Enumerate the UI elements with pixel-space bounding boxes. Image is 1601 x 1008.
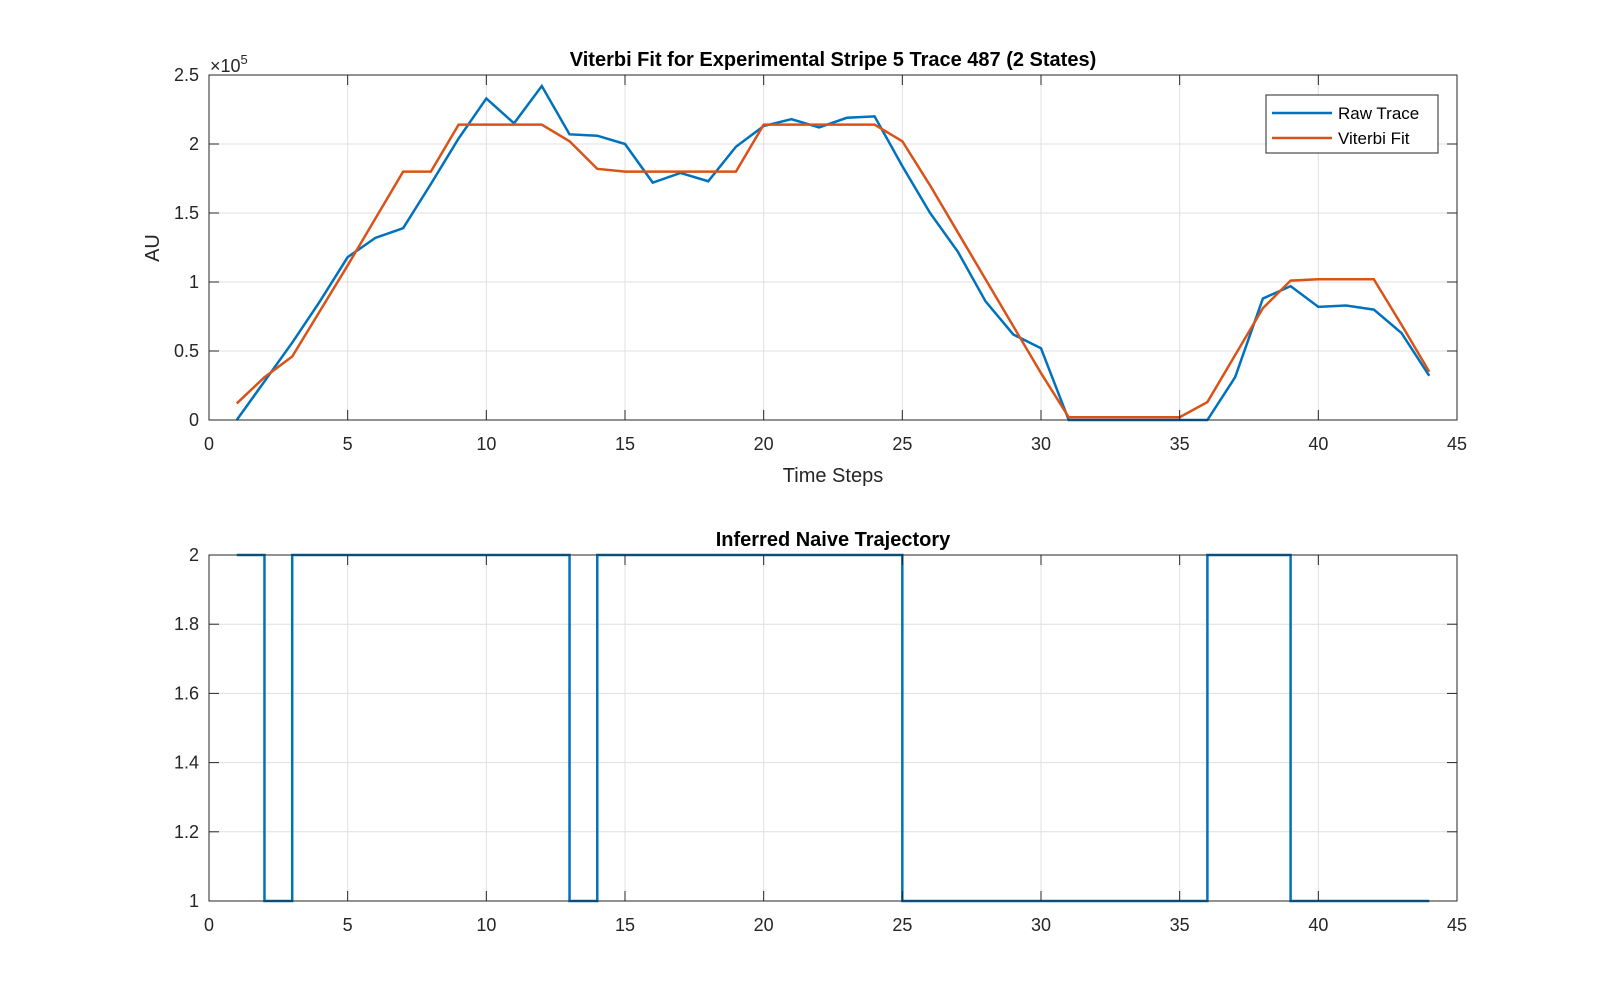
x-tick-label: 45 (1447, 434, 1467, 454)
x-tick-label: 20 (754, 434, 774, 454)
y-tick-label: 1.4 (174, 753, 199, 773)
y-tick-label: 2.5 (174, 65, 199, 85)
x-tick-label: 40 (1308, 915, 1328, 935)
y-tick-label: 1.8 (174, 614, 199, 634)
series-line-raw-trace (235, 83, 1431, 422)
y-exponent-label: ×105 (210, 52, 248, 76)
y-tick-label: 1 (189, 272, 199, 292)
x-tick-label: 40 (1308, 434, 1328, 454)
tick-marks (208, 74, 1458, 421)
x-tick-label: 10 (476, 434, 496, 454)
x-tick-label: 35 (1170, 434, 1190, 454)
y-tick-labels: 0 0.5 1 1.5 2 2.5 (174, 65, 199, 430)
x-tick-label: 0 (204, 434, 214, 454)
y-tick-label: 0.5 (174, 341, 199, 361)
legend: Raw Trace Viterbi Fit (1265, 94, 1439, 154)
legend-box (1265, 94, 1439, 154)
x-axis-label: Time Steps (783, 465, 883, 487)
chart-title: Viterbi Fit for Experimental Stripe 5 Tr… (570, 49, 1097, 71)
axes-box (208, 74, 1458, 421)
x-tick-label: 0 (204, 915, 214, 935)
y-tick-labels: 1 1.2 1.4 1.6 1.8 2 (174, 545, 199, 911)
y-tick-label: 1 (189, 891, 199, 911)
plot-area (209, 555, 1457, 901)
y-axis-label: AU (142, 234, 164, 262)
x-tick-label: 30 (1031, 434, 1051, 454)
y-tick-label: 1.2 (174, 822, 199, 842)
x-tick-label: 15 (615, 434, 635, 454)
x-tick-label: 5 (343, 434, 353, 454)
x-tick-labels: 0 5 10 15 20 25 30 35 40 45 (204, 434, 1467, 454)
x-tick-label: 45 (1447, 915, 1467, 935)
chart-title: Inferred Naive Trajectory (716, 529, 951, 551)
y-exponent-power: 5 (241, 52, 248, 67)
y-exponent-base: ×10 (210, 56, 241, 76)
x-tick-label: 35 (1170, 915, 1190, 935)
inferred-trajectory-chart: 0 5 10 15 20 25 30 35 40 45 1 1.2 1.4 1.6 1.8 2 Inferr… (174, 529, 1467, 935)
y-tick-label: 1.6 (174, 683, 199, 703)
tick-marks (208, 554, 1458, 902)
x-tick-label: 25 (892, 434, 912, 454)
axes-box (208, 554, 1458, 902)
y-tick-label: 1.5 (174, 203, 199, 223)
x-tick-label: 15 (615, 915, 635, 935)
x-tick-labels: 0 5 10 15 20 25 30 35 40 45 (204, 915, 1467, 935)
viterbi-fit-chart: 0 5 10 15 20 25 30 35 40 45 0 0.5 1 1.5 2 2.5 Viterbi … (142, 49, 1467, 487)
y-tick-label: 2 (189, 545, 199, 565)
y-tick-label: 2 (189, 134, 199, 154)
x-tick-label: 5 (343, 915, 353, 935)
y-tick-label: 0 (189, 410, 199, 430)
series-line-viterbi-fit (235, 123, 1431, 419)
legend-label-raw-trace: Raw Trace (1338, 104, 1419, 123)
legend-label-viterbi-fit: Viterbi Fit (1338, 129, 1410, 148)
x-tick-label: 20 (754, 915, 774, 935)
plot-area (209, 75, 1457, 420)
x-tick-label: 10 (476, 915, 496, 935)
x-tick-label: 25 (892, 915, 912, 935)
x-tick-label: 30 (1031, 915, 1051, 935)
series-lines (235, 83, 1431, 422)
